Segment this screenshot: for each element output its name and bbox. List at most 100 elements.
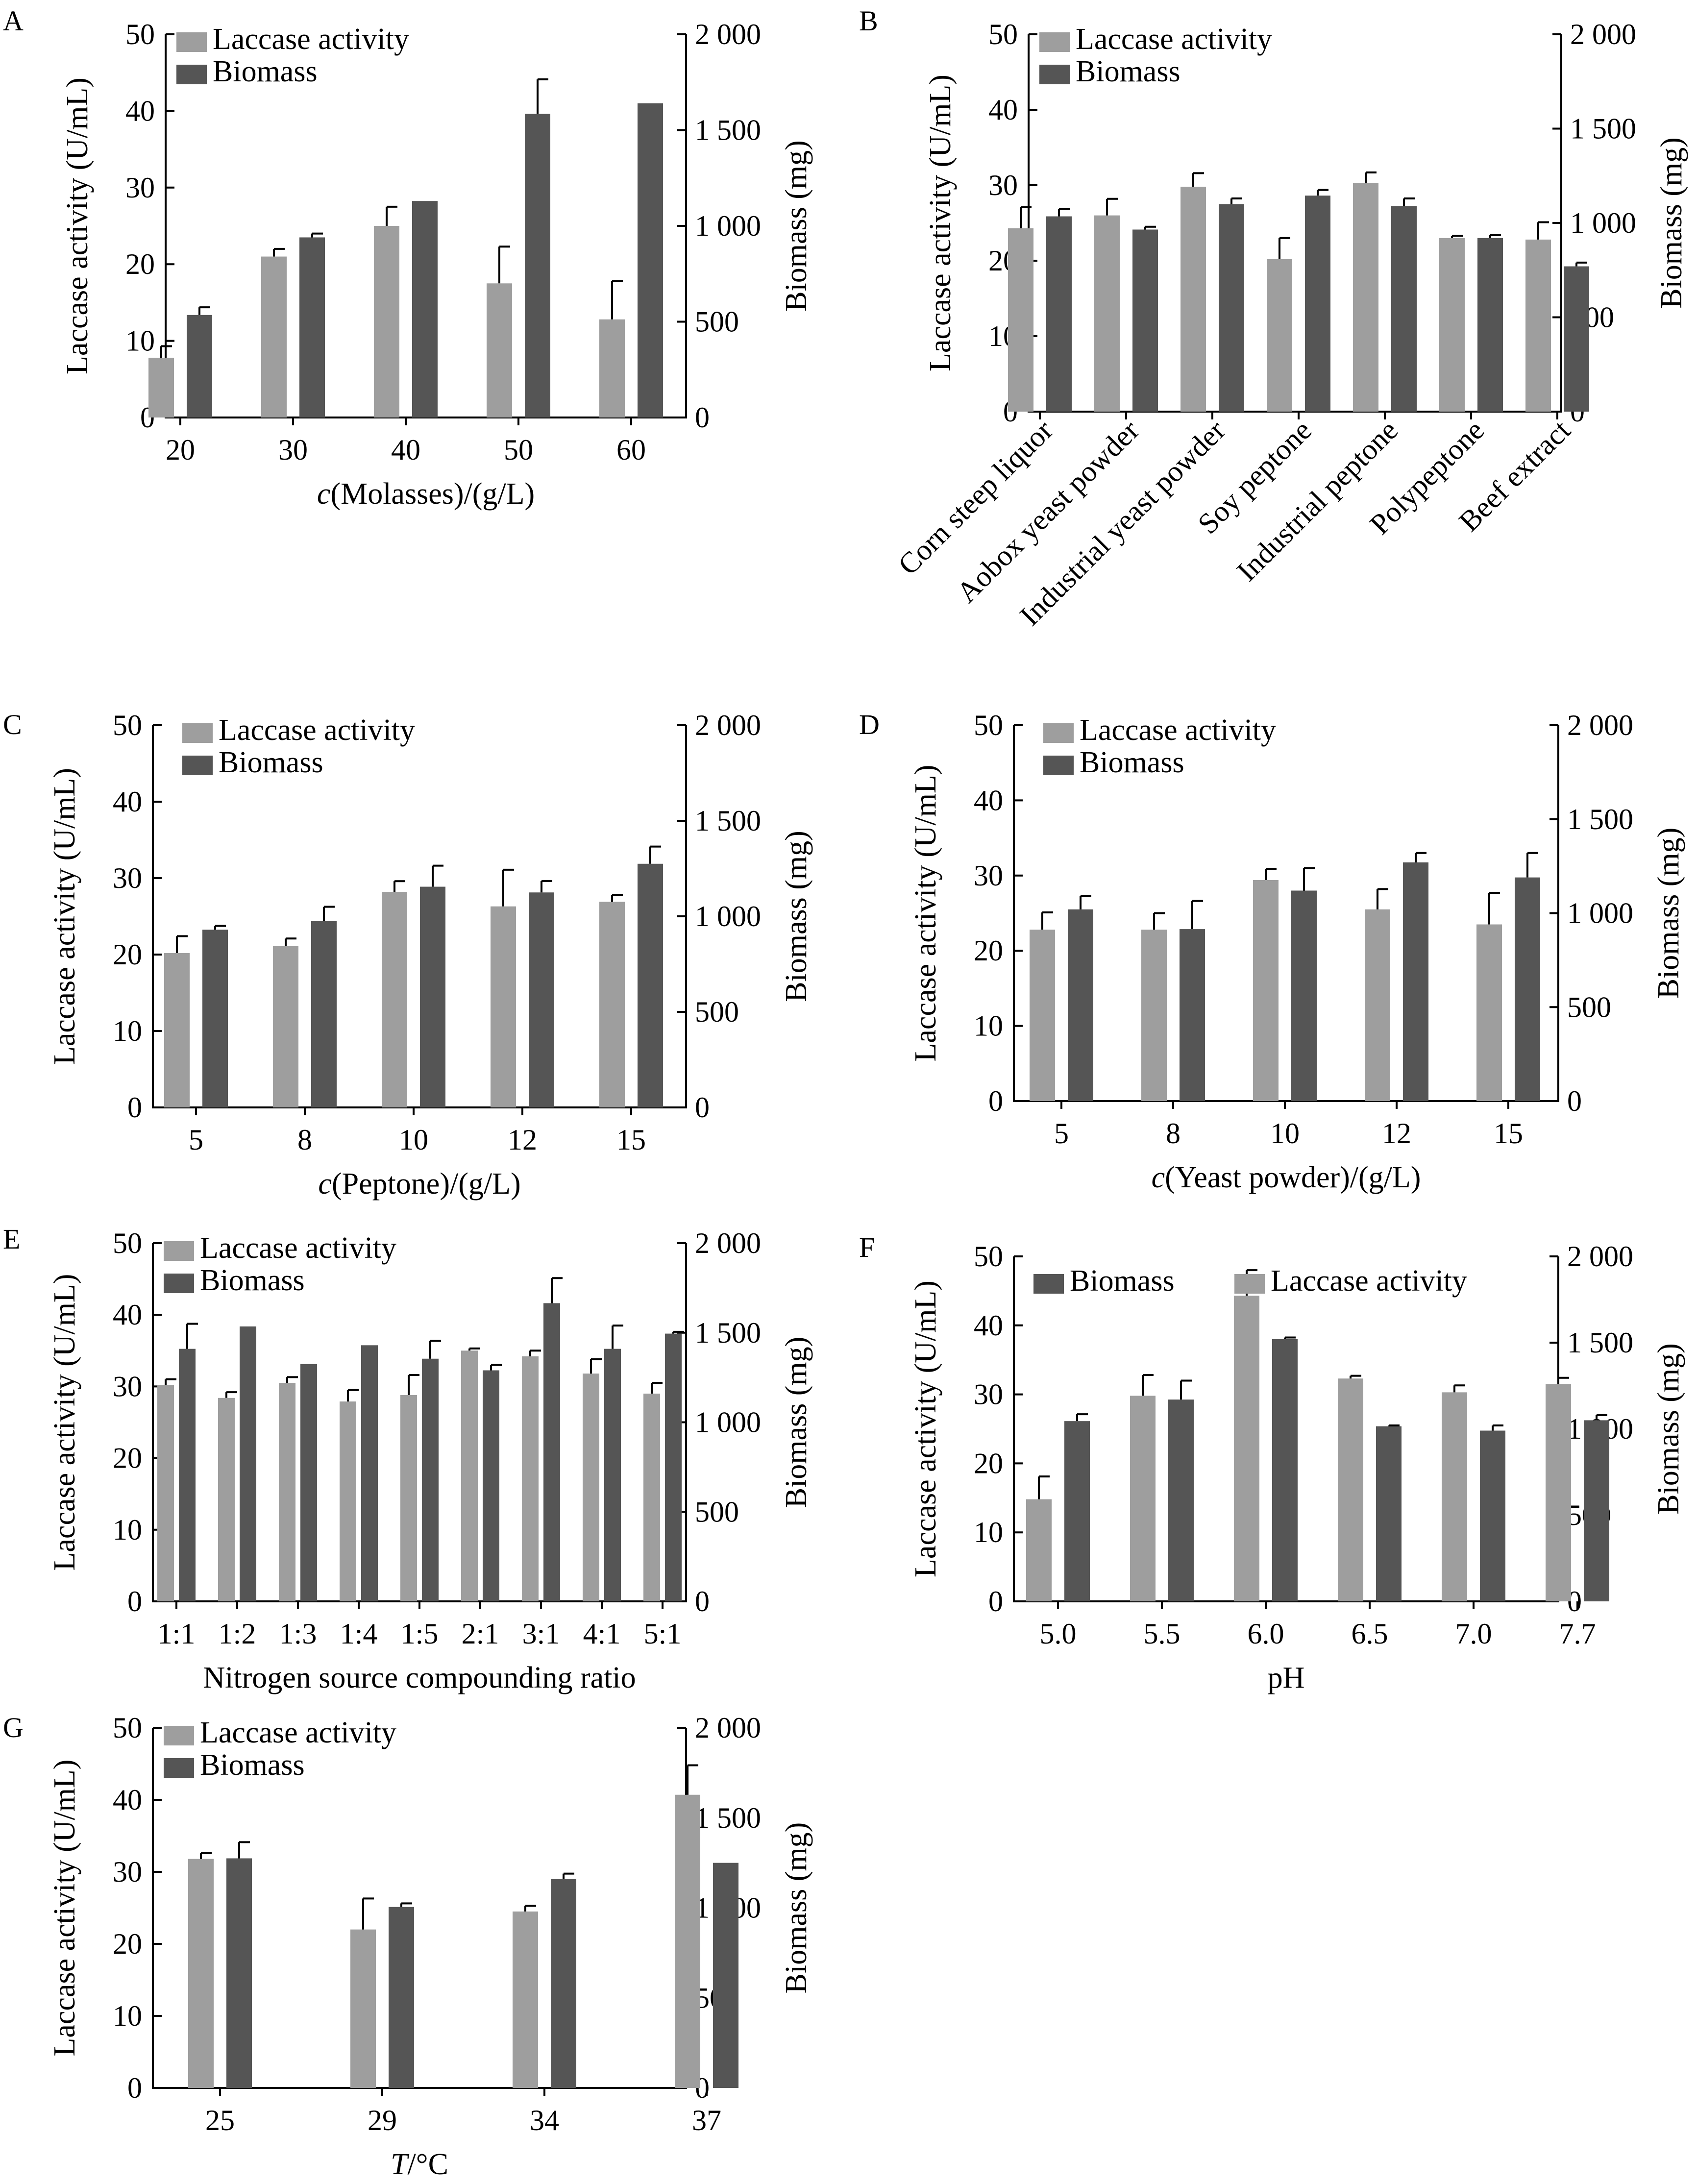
legend-label-biomass: Biomass xyxy=(200,1748,305,1782)
legend-swatch-biomass xyxy=(1039,65,1070,84)
bar-biomass xyxy=(638,863,663,1107)
error-bar-biomass xyxy=(238,1841,250,1859)
error-bar-biomass xyxy=(400,1902,412,1907)
x-tick-label: 5.5 xyxy=(1144,1618,1181,1650)
error-bar-laccase-activity xyxy=(394,880,405,892)
legend-swatch-laccase xyxy=(182,723,213,743)
legend-label-laccase: Laccase activity xyxy=(200,1716,396,1749)
bar-laccase-activity xyxy=(1141,930,1167,1101)
y-tick-label: 30 xyxy=(113,1856,142,1888)
bar-laccase-activity xyxy=(382,892,407,1107)
legend-swatch-biomass xyxy=(164,1274,194,1293)
bar-laccase-activity xyxy=(1476,924,1502,1101)
x-tick-label: 10 xyxy=(399,1124,428,1156)
bar-biomass xyxy=(389,1907,414,2088)
bar-laccase-activity xyxy=(164,953,190,1107)
x-tick-label: 30 xyxy=(278,434,308,466)
y2-tick-label: 1 500 xyxy=(1567,1326,1633,1359)
bar-biomass xyxy=(422,1358,439,1601)
error-bar-laccase-activity xyxy=(176,935,188,953)
x-tick-label: 29 xyxy=(368,2104,397,2136)
legend-label-laccase: Laccase activity xyxy=(213,23,409,56)
y-tick-label: 10 xyxy=(113,1015,142,1047)
legend-swatch-biomass xyxy=(1043,756,1074,775)
error-bar-laccase-activity xyxy=(502,868,514,907)
error-bar-laccase-activity xyxy=(1265,867,1277,880)
y-tick-label: 30 xyxy=(125,172,155,204)
bar-biomass xyxy=(483,1370,499,1601)
bar-laccase-activity xyxy=(1365,909,1390,1101)
bar-laccase-activity xyxy=(157,1385,174,1601)
y-axis-label: Laccase activity (U/mL) xyxy=(909,1280,942,1577)
y-tick-label: 10 xyxy=(113,2000,142,2032)
x-tick-label: Industrial peptone xyxy=(1230,414,1404,588)
y-tick-label: 0 xyxy=(127,1585,142,1618)
error-bar-laccase-activity xyxy=(165,1378,176,1385)
y-tick-label: 30 xyxy=(113,1370,142,1402)
x-axis-label-part: (Yeast powder)/(g/L) xyxy=(1165,1161,1421,1194)
error-bar-biomass xyxy=(1180,1379,1192,1400)
bar-biomass xyxy=(1305,196,1330,412)
x-tick-label: 12 xyxy=(508,1124,537,1156)
legend-swatch-biomass xyxy=(176,65,207,84)
error-bar-laccase-activity xyxy=(1377,888,1388,909)
y-tick-label: 20 xyxy=(113,938,142,971)
error-bar-laccase-activity xyxy=(498,245,510,284)
error-bar-laccase-activity xyxy=(1020,206,1032,228)
error-bar-biomass xyxy=(311,232,323,238)
bar-biomass xyxy=(1515,877,1540,1101)
error-bar-laccase-activity xyxy=(1279,237,1290,259)
legend-label-biomass: Biomass xyxy=(200,1264,305,1297)
bar-biomass xyxy=(179,1349,196,1601)
error-bar-biomass xyxy=(198,306,210,315)
y-tick-label: 20 xyxy=(974,1447,1003,1479)
error-bar-biomass xyxy=(214,925,226,930)
x-tick-label: 6.0 xyxy=(1248,1618,1284,1650)
bar-laccase-activity xyxy=(675,1794,700,2088)
y-axis-label: Laccase activity (U/mL) xyxy=(909,765,942,1062)
bar-laccase-activity xyxy=(148,358,174,417)
x-tick-label: 1:2 xyxy=(219,1618,256,1650)
bar-biomass xyxy=(361,1345,378,1601)
error-bar-laccase-activity xyxy=(1557,1376,1569,1384)
error-bar-laccase-activity xyxy=(611,280,623,319)
error-bar-biomass xyxy=(1230,197,1242,204)
x-tick-label: 5 xyxy=(1054,1117,1069,1150)
bar-laccase-activity xyxy=(1546,1384,1571,1601)
y2-tick-label: 500 xyxy=(695,996,739,1028)
error-bar-laccase-activity xyxy=(1488,892,1500,925)
error-bar-biomass xyxy=(551,1277,563,1303)
y2-tick-label: 2 000 xyxy=(1567,709,1633,741)
legend-label-laccase: Laccase activity xyxy=(1076,23,1272,56)
y-tick-label: 50 xyxy=(974,1240,1003,1273)
bar-biomass xyxy=(1168,1399,1194,1601)
y-tick-label: 50 xyxy=(974,709,1003,741)
bar-laccase-activity xyxy=(374,226,399,417)
bar-laccase-activity xyxy=(261,256,287,417)
panel-letter: C xyxy=(3,709,22,740)
y-tick-label: 50 xyxy=(113,1712,142,1744)
error-bar-laccase-activity xyxy=(1451,235,1463,238)
error-bar-biomass xyxy=(1191,900,1203,930)
legend-label-laccase: Laccase activity xyxy=(1271,1264,1467,1298)
legend-label-laccase: Laccase activity xyxy=(200,1231,396,1265)
x-axis-label-part: /°C xyxy=(408,2148,448,2181)
error-bar-laccase-activity xyxy=(468,1347,480,1351)
bar-biomass xyxy=(525,114,550,417)
x-tick-label: 60 xyxy=(616,434,646,466)
x-tick-label: 20 xyxy=(166,434,195,466)
legend-swatch-biomass xyxy=(1033,1274,1064,1294)
error-bar-laccase-activity xyxy=(225,1391,237,1398)
bar-biomass xyxy=(311,921,337,1107)
error-bar-laccase-activity xyxy=(386,205,397,226)
error-bar-laccase-activity xyxy=(1365,171,1377,183)
error-bar-laccase-activity xyxy=(1142,1374,1154,1396)
error-bar-biomass xyxy=(1284,1336,1296,1339)
bar-biomass xyxy=(1291,890,1317,1101)
legend-swatch-laccase xyxy=(176,32,207,52)
error-bar-biomass xyxy=(1489,234,1501,238)
